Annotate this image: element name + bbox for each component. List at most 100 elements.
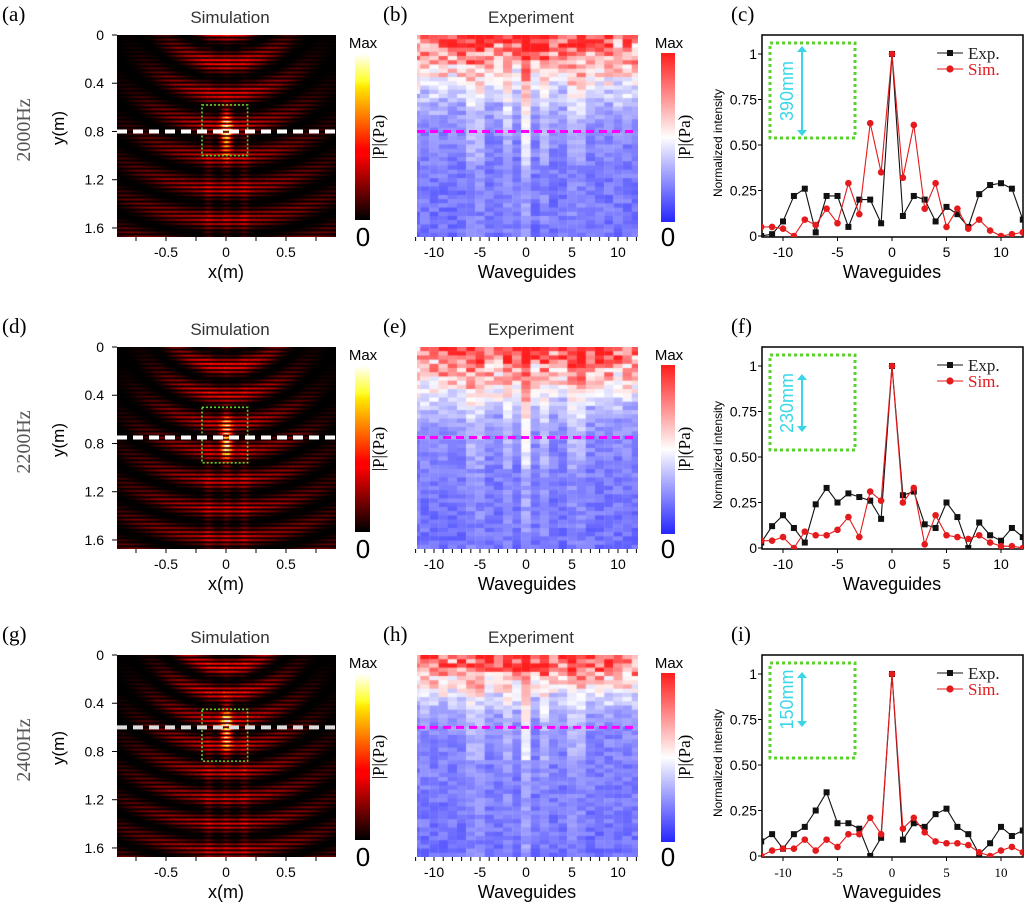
panel-label: (d) — [2, 314, 27, 338]
sim-data-point — [779, 225, 787, 233]
exp-data-point — [801, 539, 808, 546]
colorbar-min-label: 0 — [661, 534, 675, 564]
exp-data-point — [1008, 185, 1015, 192]
sim-data-point — [762, 223, 765, 231]
sim-data-point — [768, 537, 776, 545]
y-tick-label: 1.2 — [85, 792, 105, 808]
x-tick-label: -10 — [773, 556, 793, 572]
x-tick-label: 0 — [888, 556, 896, 572]
exp-data-point — [790, 192, 797, 199]
exp-data-point — [1019, 534, 1023, 541]
legend-sim-marker — [946, 685, 954, 693]
sim-data-point — [856, 210, 863, 218]
profile-x-axis-label: Waveguides — [843, 882, 941, 902]
legend-sim-label: Sim. — [968, 680, 1000, 699]
sim-data-point — [823, 836, 830, 843]
exp-data-point — [1008, 524, 1015, 531]
sim-data-point — [1019, 544, 1023, 549]
exp-data-point — [899, 492, 906, 499]
x-tick-label: 5 — [568, 556, 576, 572]
legend-exp-marker — [947, 50, 953, 56]
sim-data-point — [954, 839, 961, 847]
exp-data-point — [910, 820, 917, 827]
exp-data-point — [812, 807, 819, 814]
y-tick-label: 0.50 — [730, 137, 757, 153]
x-tick-label: 0 — [222, 556, 230, 572]
exp-data-point — [932, 811, 939, 818]
arrowhead-icon — [797, 672, 807, 727]
exp-data-point — [1019, 216, 1023, 223]
exp-data-point — [823, 192, 830, 199]
sim-data-point — [834, 526, 841, 534]
sim-data-point — [986, 539, 994, 546]
sim-data-point — [910, 814, 918, 822]
simulation-heatmap — [117, 35, 336, 237]
sim-data-point — [779, 845, 787, 853]
sim-y-axis-label: y(m) — [49, 423, 68, 457]
x-tick-label: 0.5 — [276, 864, 296, 880]
sim-data-point — [965, 225, 972, 233]
x-tick-label: 0.5 — [276, 556, 296, 572]
frequency-label: 2200Hz — [13, 410, 35, 473]
exp-data-point — [965, 545, 972, 549]
y-tick-label: 0.75 — [730, 92, 757, 108]
colorbar-max-label: Max — [349, 655, 378, 672]
x-tick-label: -10 — [424, 864, 444, 880]
inset-size-label: 230mm — [777, 373, 797, 433]
exp-data-point — [834, 499, 841, 506]
x-tick-label: 10 — [993, 556, 1009, 572]
profile-y-axis-label: Normalized intensity — [711, 709, 725, 817]
legend-exp-marker — [947, 670, 953, 676]
colorbar-title: |P|(Pa) — [675, 735, 694, 780]
sim-data-point — [975, 216, 983, 223]
sim-data-point — [845, 179, 852, 187]
sim-data-point — [921, 205, 928, 212]
colorbar-title: |P|(Pa) — [675, 115, 694, 160]
sim-data-point — [943, 223, 950, 231]
sim-data-point — [921, 541, 928, 548]
exp-data-point — [856, 825, 863, 832]
panel-label: (f) — [731, 314, 752, 338]
y-tick-label: 0 — [96, 339, 104, 355]
sim-data-point — [845, 513, 852, 521]
x-tick-label: 0 — [522, 556, 530, 572]
exp-data-point — [976, 191, 983, 198]
sim-data-point — [790, 232, 798, 237]
legend-sim-label: Sim. — [968, 372, 1000, 391]
sim-data-point — [768, 223, 776, 231]
sim-data-point — [877, 169, 885, 176]
y-tick-label: 1.6 — [85, 840, 105, 856]
sim-data-point — [801, 836, 809, 843]
sim-title: Simulation — [190, 8, 269, 27]
profile-x-axis-label: Waveguides — [843, 262, 941, 282]
plot-area — [761, 346, 1024, 550]
x-tick-label: 5 — [943, 865, 950, 880]
exp-data-point — [878, 515, 885, 522]
sim-colorbar — [355, 53, 370, 220]
sim-data-point — [910, 484, 918, 492]
exp-title: Experiment — [488, 320, 574, 339]
y-tick-label: 0.25 — [730, 803, 757, 819]
y-tick-label: 1.2 — [85, 484, 105, 500]
sim-data-point — [856, 533, 863, 541]
sim-data-point — [762, 852, 765, 857]
x-tick-label: 10 — [995, 865, 1008, 880]
exp-colorbar — [661, 365, 675, 534]
x-tick-label: 0 — [222, 864, 230, 880]
colorbar-max-label: Max — [655, 35, 684, 52]
y-tick-label: 0 — [96, 27, 104, 43]
x-tick-label: 10 — [993, 244, 1009, 260]
colorbar-max-label: Max — [349, 347, 378, 364]
exp-data-point — [910, 192, 917, 199]
legend-exp-label: Exp. — [968, 44, 1000, 63]
colorbar-min-label: 0 — [661, 842, 675, 872]
exp-data-point — [943, 805, 950, 812]
exp-data-point — [932, 524, 939, 531]
inset-size-label: 150mm — [777, 669, 797, 729]
colorbar-title: |P|(Pa) — [369, 427, 388, 472]
x-tick-label: 0 — [222, 244, 230, 260]
x-tick-label: 10 — [610, 864, 626, 880]
exp-data-point — [867, 853, 874, 857]
y-tick-label: 0 — [96, 647, 104, 663]
x-tick-label: 0.5 — [276, 244, 296, 260]
